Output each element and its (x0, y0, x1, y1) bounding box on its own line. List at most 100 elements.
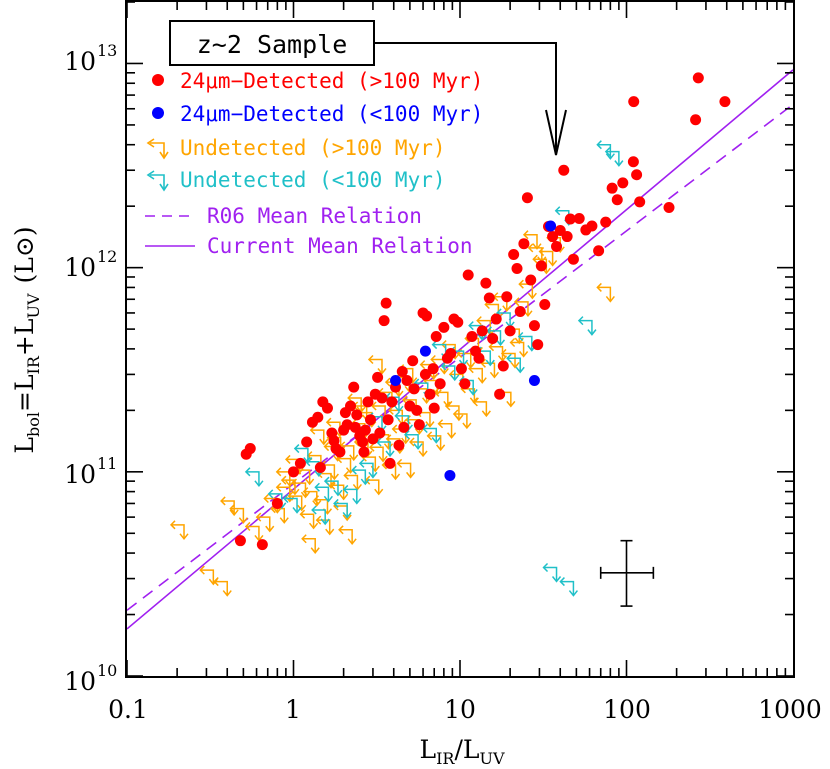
point-detected-old (504, 325, 516, 337)
limit-undetected-young (542, 562, 562, 583)
limit-undetected-young (293, 444, 313, 464)
point-detected-old (600, 216, 612, 228)
y-axis-label: Lbol=LIR+LUV(L⊙) (10, 226, 43, 453)
y-tick-label-1e13: 10 (64, 47, 96, 76)
limit-undetected-old (333, 501, 352, 522)
point-detected-old (427, 363, 439, 375)
x-tick-label-0.1: 0.1 (108, 695, 148, 724)
point-detected-old (419, 368, 431, 380)
limit-undetected-old (368, 442, 388, 463)
limit-undetected-young (440, 361, 460, 382)
limit-undetected-young (323, 476, 343, 497)
point-detected-old (586, 220, 598, 232)
point-detected-old (473, 352, 485, 364)
sample-arrow-head (545, 109, 567, 156)
y-tick-exp-1e11: 11 (97, 454, 117, 473)
point-detected-old (508, 248, 520, 260)
point-detected-old (617, 177, 629, 189)
point-detected-old (378, 315, 390, 327)
point-detected-old (497, 360, 509, 372)
point-detected-old (452, 316, 464, 328)
point-detected-old (627, 156, 639, 168)
point-detected-old (480, 277, 492, 289)
point-detected-old (396, 365, 408, 377)
point-detected-old (357, 436, 369, 448)
limit-undetected-old (437, 419, 457, 439)
point-detected-old (321, 402, 333, 414)
point-detected-old (487, 332, 499, 344)
x-tick-label-1000: 1000 (758, 695, 822, 724)
limit-undetected-young (311, 505, 330, 526)
point-detected-old (514, 305, 526, 317)
y-tick-label-1e12: 10 (64, 253, 96, 282)
point-detected-old (528, 320, 540, 332)
point-detected-old (567, 253, 579, 265)
limit-undetected-young (358, 458, 378, 479)
limit-undetected-old (338, 525, 357, 546)
x-tick-label-100: 100 (603, 695, 651, 724)
point-detected-old (376, 392, 388, 404)
limit-undetected-young (422, 423, 441, 444)
legend-label-undet-old: Undetected (>100 Myr) (180, 136, 446, 160)
point-detected-young (545, 220, 557, 232)
point-detected-old (438, 321, 450, 333)
typical-error-bar (599, 539, 655, 607)
point-detected-old (466, 331, 478, 343)
point-detected-old (547, 231, 559, 243)
limit-undetected-old (500, 348, 520, 369)
point-detected-old (690, 114, 702, 126)
point-detected-old (421, 310, 433, 322)
limit-undetected-young (559, 577, 579, 597)
limit-undetected-old (367, 354, 387, 375)
point-detected-old (294, 457, 306, 469)
point-detected-old (364, 414, 376, 426)
y-tick-label-1e11: 10 (64, 460, 96, 489)
point-detected-old (462, 269, 474, 281)
x-tick-label-10: 10 (444, 695, 476, 724)
point-detected-old (384, 457, 396, 469)
point-detected-old (663, 202, 675, 214)
limit-undetected-old (229, 504, 248, 524)
plot-frame (125, 0, 795, 678)
limit-undetected-old (452, 409, 472, 430)
x-tick-label-1: 1 (285, 695, 301, 724)
point-detected-old (551, 240, 563, 252)
point-detected-old (393, 439, 405, 451)
point-detected-old (561, 231, 573, 243)
limit-undetected-old (480, 358, 500, 379)
point-detected-old (476, 325, 488, 337)
point-detected-young (419, 345, 431, 357)
limit-undetected-young (333, 498, 352, 519)
point-detected-old (339, 407, 351, 419)
point-detected-old (362, 396, 374, 408)
sample-label-box: z~2 Sample (169, 20, 567, 156)
point-detected-old (374, 427, 386, 439)
point-detected-old (413, 419, 425, 431)
point-detected-old (358, 446, 370, 458)
y-tick-exp-1e10: 10 (97, 661, 117, 680)
point-detected-old (483, 292, 495, 304)
limit-undetected-old (409, 437, 428, 458)
point-detected-old (359, 424, 371, 436)
limit-undetected-old (299, 509, 319, 530)
point-detected-old (631, 169, 643, 181)
legend-marker-undet-old (146, 138, 169, 160)
point-detected-old (401, 375, 413, 387)
y-tick-label-1e10: 10 (64, 667, 96, 696)
data-points (169, 72, 731, 597)
legend-label-undet-young: Undetected (<100 Myr) (180, 168, 446, 192)
point-detected-old (430, 331, 442, 343)
point-detected-old (424, 388, 436, 400)
point-detected-old (398, 421, 410, 433)
point-detected-old (490, 313, 502, 325)
limit-undetected-old (522, 230, 542, 250)
limit-undetected-young (244, 467, 264, 488)
point-detected-old (459, 378, 471, 390)
point-detected-old (380, 297, 392, 309)
point-detected-old (256, 539, 268, 551)
point-detected-old (301, 436, 313, 448)
point-detected-old (312, 411, 324, 423)
sample-label-text: z~2 Sample (197, 30, 348, 59)
limit-undetected-old (255, 512, 275, 533)
